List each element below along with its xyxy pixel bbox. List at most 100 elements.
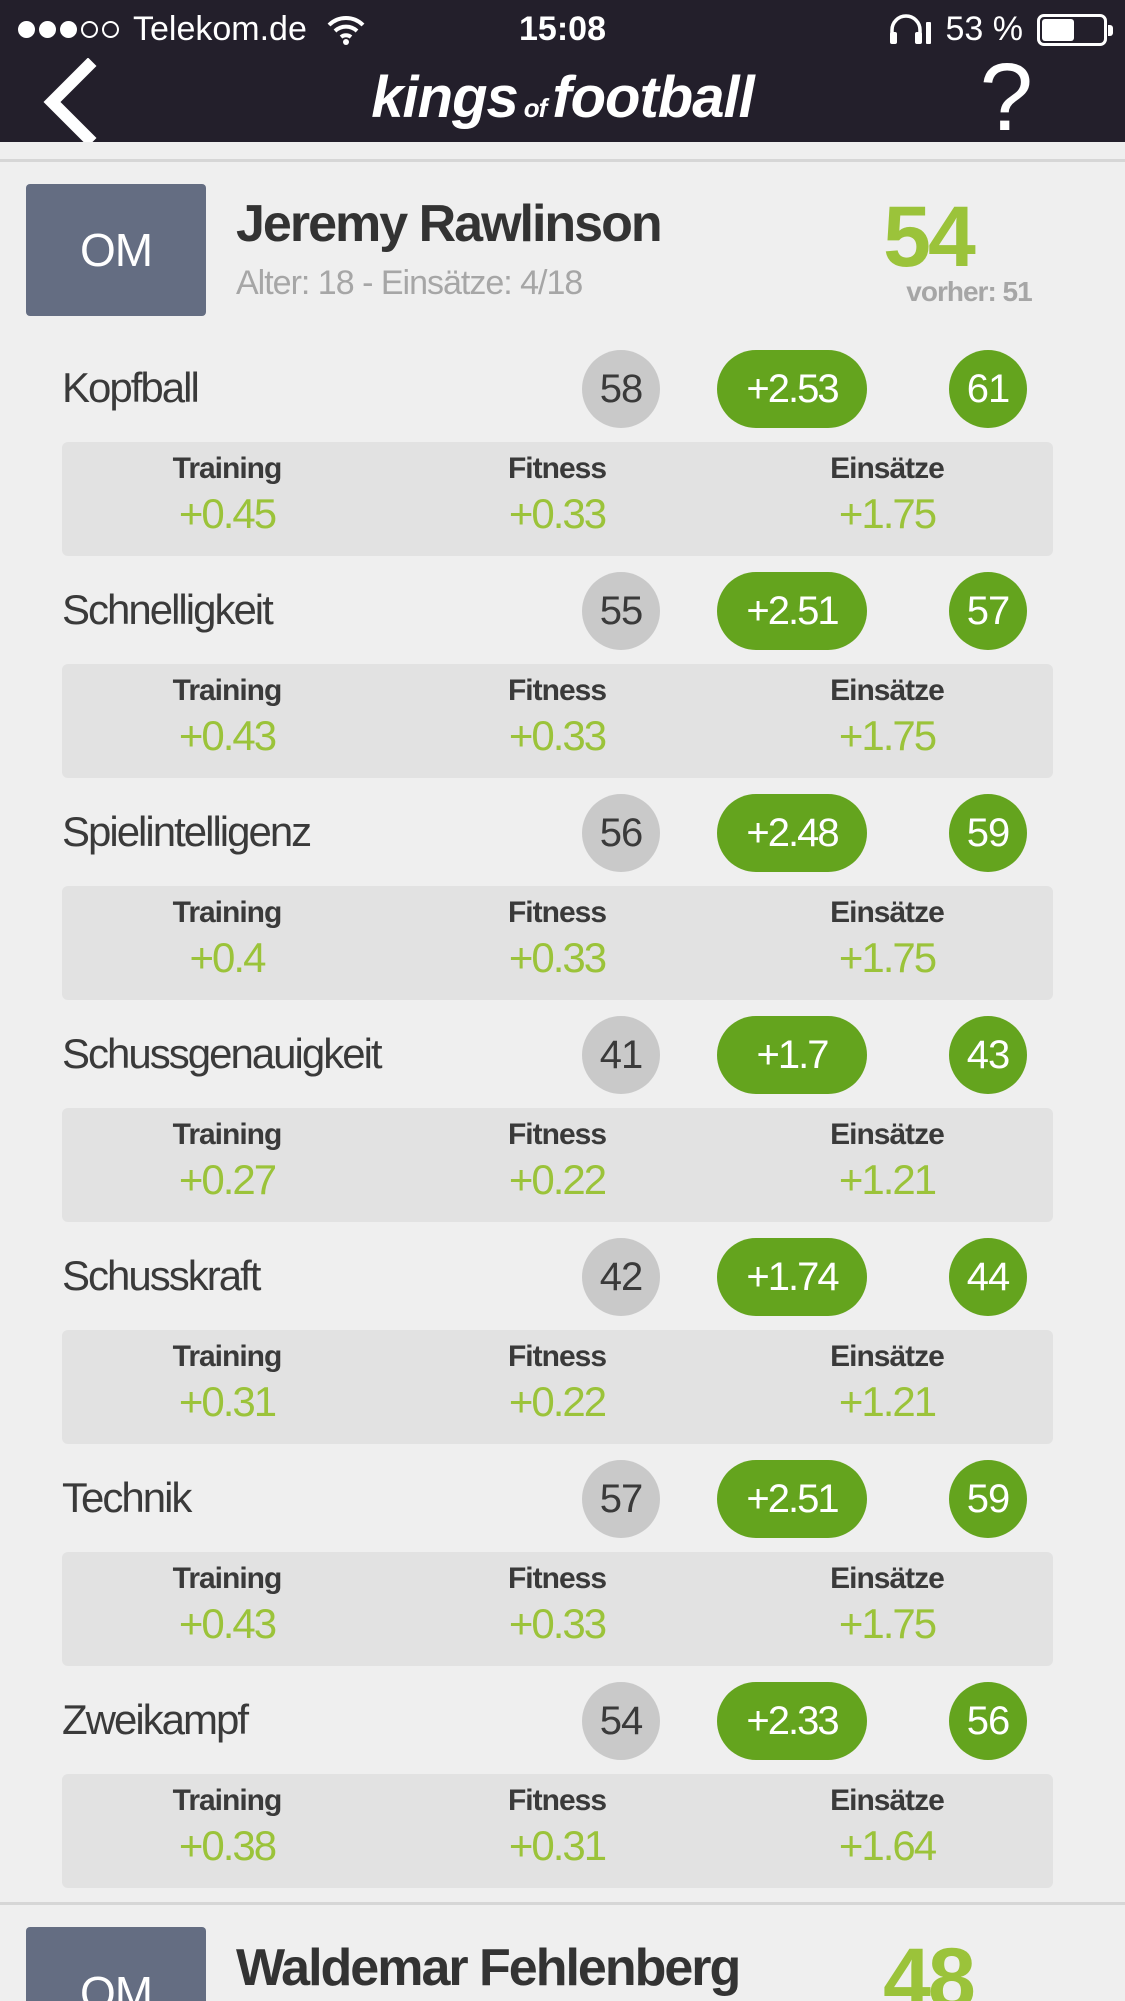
training-label: Training [172, 896, 283, 929]
fitness-value: +0.33 [508, 1600, 607, 1647]
fitness-label: Fitness [507, 1118, 607, 1151]
new-value-badge: 61 [949, 350, 1027, 428]
training-column: Training +0.4 [97, 896, 357, 982]
einsaetze-column: Einsätze +1.75 [757, 674, 1017, 760]
player-score: 48 [883, 1931, 976, 2001]
einsaetze-column: Einsätze +1.21 [757, 1340, 1017, 1426]
training-column: Training +0.38 [97, 1784, 357, 1870]
delta-pill: +2.51 [717, 572, 867, 650]
breakdown-box: Training +0.4 Fitness +0.33 Einsätze +1.75 [62, 886, 1053, 1000]
fitness-label: Fitness [507, 896, 607, 929]
wifi-icon [327, 15, 365, 45]
delta-pill: +2.48 [717, 794, 867, 872]
attribute-name: Spielintelligenz [62, 808, 312, 855]
delta-pill: +2.33 [717, 1682, 867, 1760]
attribute-name: Schusskraft [62, 1252, 261, 1299]
signal-strength-icon [18, 21, 119, 38]
training-column: Training +0.43 [97, 674, 357, 760]
einsaetze-column: Einsätze +1.75 [757, 896, 1017, 982]
position-badge: OM [26, 184, 206, 316]
training-value: +0.4 [189, 934, 267, 981]
fitness-column: Fitness +0.33 [427, 674, 687, 760]
attribute-name: Schussgenauigkeit [62, 1030, 383, 1077]
einsaetze-value: +1.75 [838, 1600, 937, 1647]
attribute-name: Zweikampf [62, 1696, 249, 1743]
training-value: +0.45 [178, 490, 277, 537]
logo-football: football [552, 65, 754, 130]
logo-of: of [523, 93, 548, 123]
fitness-label: Fitness [507, 1784, 607, 1817]
attribute-row: Schusskraft 42 +1.74 44 Training +0.31 Fitness… [0, 1238, 1125, 1460]
logo-kings: kings [371, 65, 518, 130]
divider [0, 1902, 1125, 1905]
breakdown-box: Training +0.43 Fitness +0.33 Einsätze +1.75 [62, 664, 1053, 778]
breakdown-box: Training +0.43 Fitness +0.33 Einsätze +1.75 [62, 1552, 1053, 1666]
attribute-name: Technik [62, 1474, 192, 1521]
training-column: Training +0.31 [97, 1340, 357, 1426]
breakdown-box: Training +0.27 Fitness +0.22 Einsätze +1.21 [62, 1108, 1053, 1222]
einsaetze-label: Einsätze [830, 1784, 945, 1817]
new-value-badge: 44 [949, 1238, 1027, 1316]
einsaetze-column: Einsätze +1.75 [757, 452, 1017, 538]
einsaetze-value: +1.21 [838, 1378, 937, 1425]
einsaetze-column: Einsätze +1.21 [757, 1118, 1017, 1204]
fitness-value: +0.31 [508, 1822, 607, 1869]
back-chevron-icon[interactable] [38, 58, 108, 142]
old-value-badge: 57 [582, 1460, 660, 1538]
breakdown-box: Training +0.45 Fitness +0.33 Einsätze +1.75 [62, 442, 1053, 556]
einsaetze-label: Einsätze [830, 674, 945, 707]
attribute-name: Kopfball [62, 364, 200, 411]
help-button[interactable]: ? [979, 44, 1033, 151]
fitness-label: Fitness [507, 1340, 607, 1373]
battery-percent: 53 % [945, 10, 1024, 48]
einsaetze-column: Einsätze +1.75 [757, 1562, 1017, 1648]
fitness-column: Fitness +0.22 [427, 1118, 687, 1204]
training-value: +0.43 [178, 712, 277, 759]
training-label: Training [172, 1562, 283, 1595]
fitness-column: Fitness +0.33 [427, 1562, 687, 1648]
attribute-name: Schnelligkeit [62, 586, 274, 633]
new-value-badge: 43 [949, 1016, 1027, 1094]
training-column: Training +0.43 [97, 1562, 357, 1648]
attribute-row: Zweikampf 54 +2.33 56 Training +0.38 Fitness +0… [0, 1682, 1125, 1904]
attribute-row: Kopfball 58 +2.53 61 Training +0.45 Fitness +0.… [0, 350, 1125, 572]
training-value: +0.38 [178, 1822, 277, 1869]
battery-icon [1037, 13, 1113, 46]
navigation-bar: kings of football ? [0, 50, 1125, 146]
old-value-badge: 42 [582, 1238, 660, 1316]
old-value-badge: 55 [582, 572, 660, 650]
clock: 15:08 [519, 10, 606, 48]
training-label: Training [172, 674, 283, 707]
previous-score: vorher: 51 [906, 276, 1032, 307]
attribute-row: Technik 57 +2.51 59 Training +0.43 Fitness +0.3… [0, 1460, 1125, 1682]
training-value: +0.43 [178, 1600, 277, 1647]
new-value-badge: 56 [949, 1682, 1027, 1760]
training-value: +0.27 [178, 1156, 277, 1203]
old-value-badge: 54 [582, 1682, 660, 1760]
breakdown-box: Training +0.31 Fitness +0.22 Einsätze +1.21 [62, 1330, 1053, 1444]
fitness-column: Fitness +0.33 [427, 452, 687, 538]
fitness-label: Fitness [507, 674, 607, 707]
player-name: Waldemar Fehlenberg [236, 1939, 741, 1997]
fitness-value: +0.33 [508, 934, 607, 981]
player-name: Jeremy Rawlinson [236, 195, 663, 253]
fitness-value: +0.22 [508, 1156, 607, 1203]
breakdown-box: Training +0.38 Fitness +0.31 Einsätze +1.64 [62, 1774, 1053, 1888]
einsaetze-column: Einsätze +1.64 [757, 1784, 1017, 1870]
einsaetze-value: +1.75 [838, 934, 937, 981]
player-score: 54 [883, 189, 976, 285]
old-value-badge: 58 [582, 350, 660, 428]
training-label: Training [172, 1784, 283, 1817]
attribute-row: Schnelligkeit 55 +2.51 57 Training +0.43 Fitne… [0, 572, 1125, 794]
top-bar: Telekom.de 15:08 53 % kings of foot [0, 0, 1125, 146]
einsaetze-label: Einsätze [830, 1562, 945, 1595]
new-value-badge: 57 [949, 572, 1027, 650]
training-label: Training [172, 1118, 283, 1151]
fitness-column: Fitness +0.22 [427, 1340, 687, 1426]
old-value-badge: 41 [582, 1016, 660, 1094]
position-badge: OM [26, 1927, 206, 2001]
einsaetze-label: Einsätze [830, 1340, 945, 1373]
divider [0, 159, 1125, 162]
fitness-column: Fitness +0.33 [427, 896, 687, 982]
einsaetze-label: Einsätze [830, 896, 945, 929]
